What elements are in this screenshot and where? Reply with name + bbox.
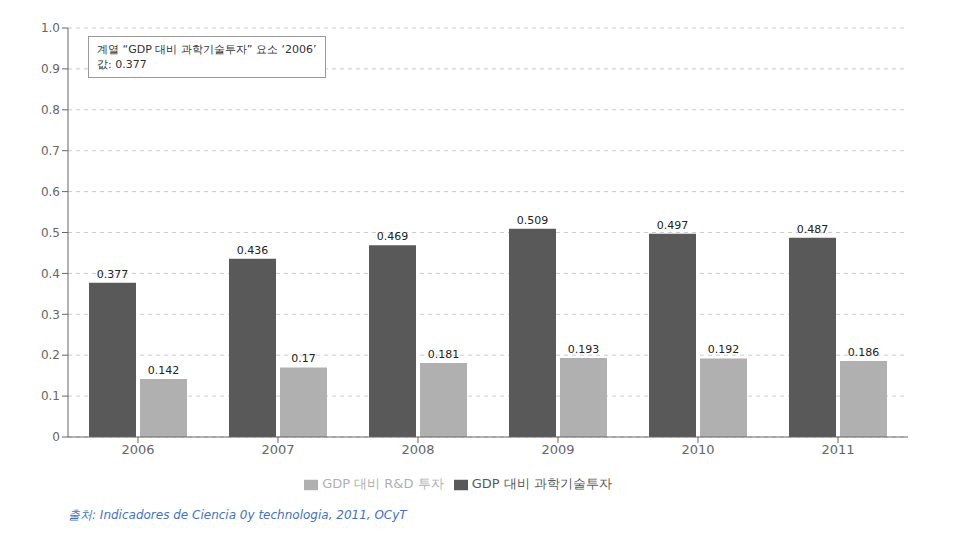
svg-text:0.436: 0.436 xyxy=(237,244,269,257)
svg-text:2011: 2011 xyxy=(821,442,854,457)
svg-text:1.0: 1.0 xyxy=(41,21,60,35)
svg-text:0.4: 0.4 xyxy=(41,267,60,281)
svg-text:0: 0 xyxy=(52,430,60,444)
svg-text:0.181: 0.181 xyxy=(428,348,460,361)
svg-text:0.2: 0.2 xyxy=(41,348,60,362)
html-text:계열 “GDP 대비 과학기술투자” 요소 ‘2006’: 계열 “GDP 대비 과학기술투자” 요소 ‘2006’ xyxy=(97,43,317,56)
svg-text:0.469: 0.469 xyxy=(377,230,409,243)
svg-text:0.17: 0.17 xyxy=(291,352,316,365)
svg-text:0.142: 0.142 xyxy=(148,364,180,377)
svg-text:0.487: 0.487 xyxy=(797,223,829,236)
svg-text:0.6: 0.6 xyxy=(41,185,60,199)
svg-text:2008: 2008 xyxy=(401,442,434,457)
svg-text:0.7: 0.7 xyxy=(41,144,60,158)
svg-text:0.193: 0.193 xyxy=(568,343,600,356)
svg-text:0.5: 0.5 xyxy=(41,226,60,240)
svg-text:2010: 2010 xyxy=(681,442,714,457)
svg-text:0.3: 0.3 xyxy=(41,308,60,322)
svg-text:0.497: 0.497 xyxy=(657,219,689,232)
svg-text:2007: 2007 xyxy=(261,442,294,457)
svg-text:0.509: 0.509 xyxy=(517,214,549,227)
html-text:출처: Indicadores de Ciencia 0y: 출처: Indicadores de Ciencia 0y technologi… xyxy=(68,508,407,522)
svg-text:2009: 2009 xyxy=(541,442,574,457)
svg-text:0.1: 0.1 xyxy=(41,389,60,403)
html-text:GDP 대비 과학기술투자: GDP 대비 과학기술투자 xyxy=(471,476,612,491)
html-text:값: 0.377: 값: 0.377 xyxy=(97,58,147,71)
svg-text:0.9: 0.9 xyxy=(41,62,60,76)
svg-text:0.8: 0.8 xyxy=(41,103,60,117)
svg-text:0.186: 0.186 xyxy=(848,346,880,359)
svg-text:0.377: 0.377 xyxy=(97,268,129,281)
svg-text:2006: 2006 xyxy=(121,442,154,457)
html-text:GDP 대비 R&D 투자: GDP 대비 R&D 투자 xyxy=(322,476,444,491)
svg-text:0.192: 0.192 xyxy=(708,343,740,356)
